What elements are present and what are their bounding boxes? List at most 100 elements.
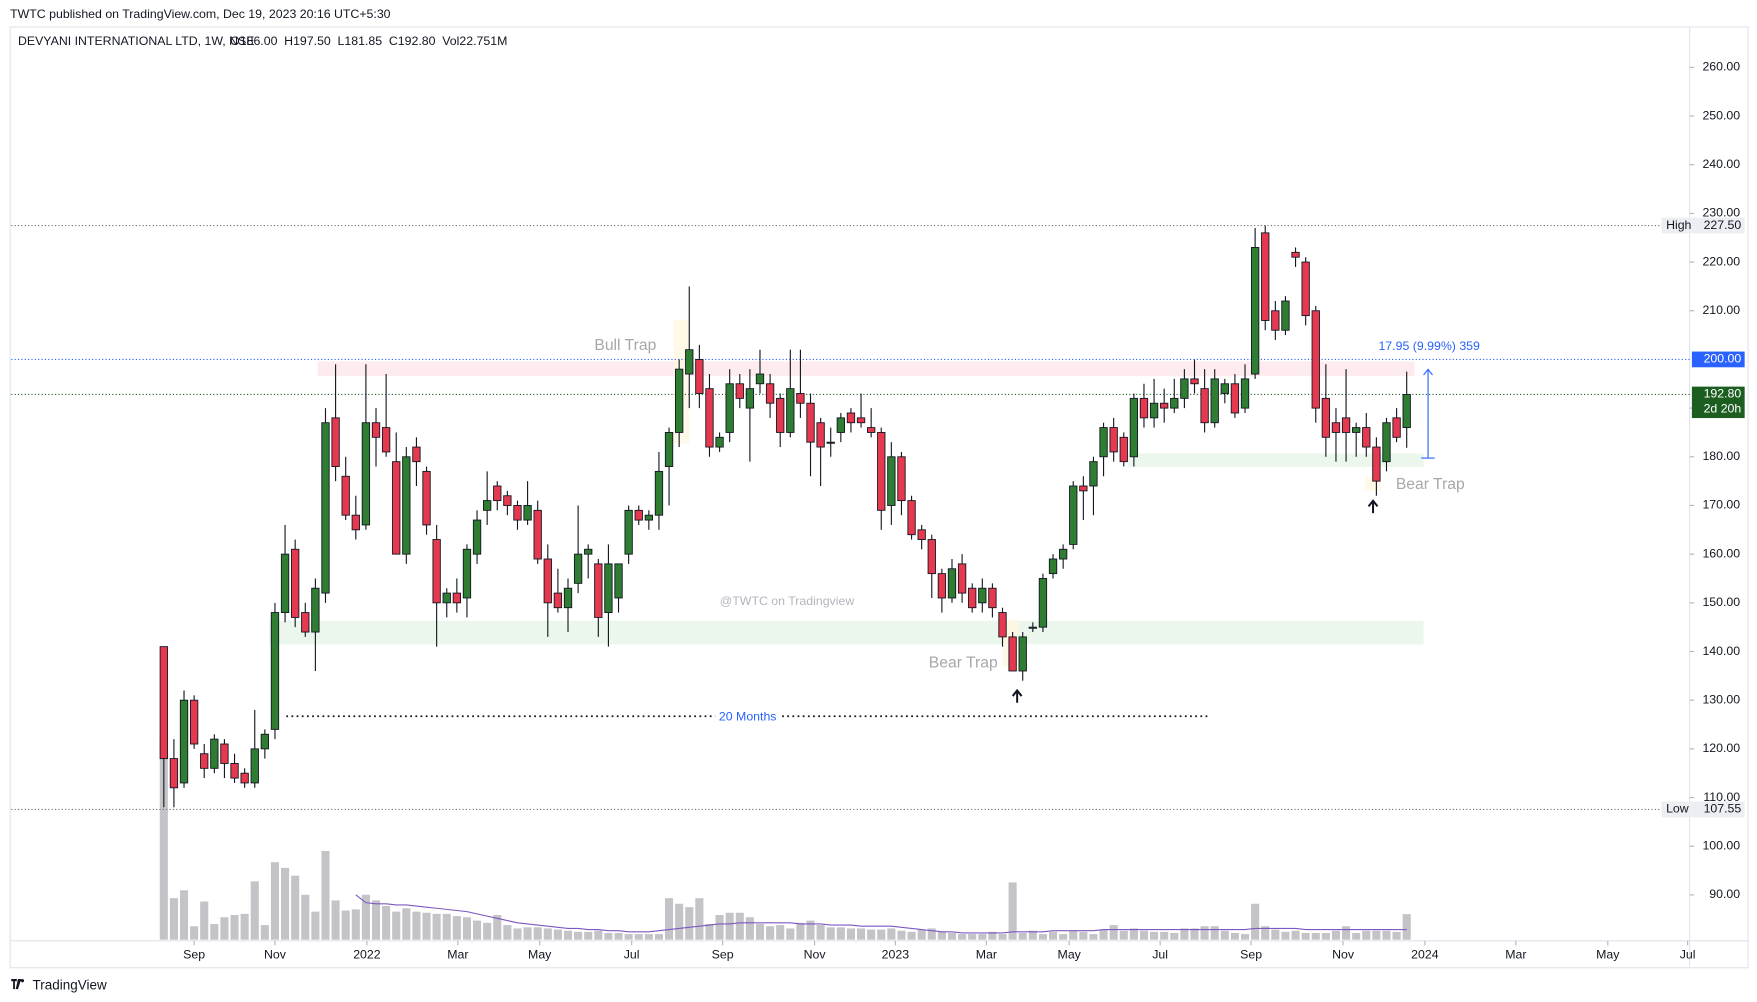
candle-body <box>402 456 411 555</box>
volume-bar <box>1048 931 1058 940</box>
candle-body <box>260 733 270 750</box>
price-tag <box>1691 801 1745 818</box>
candle-body <box>907 500 916 536</box>
ohlc-value: L181.85 <box>338 34 383 48</box>
volume-bar <box>179 890 189 940</box>
volume-bar <box>1069 930 1078 940</box>
volume-bar <box>351 909 360 940</box>
candle-body <box>1240 378 1250 409</box>
volume-bar <box>523 927 532 940</box>
x-tick-label: May <box>528 948 552 962</box>
volume-bar <box>432 913 441 940</box>
volume-bar <box>483 922 492 940</box>
candle-body <box>412 446 421 463</box>
volume-bar <box>958 934 967 940</box>
candle-body <box>1321 397 1331 438</box>
candle-body <box>381 427 391 453</box>
volume-bar <box>392 911 401 940</box>
volume-bar <box>1139 930 1149 940</box>
volume-bar <box>766 926 775 940</box>
candle-body <box>1220 383 1229 394</box>
x-tick-label: Jul <box>1680 948 1696 962</box>
candle-body <box>765 383 775 404</box>
candle-body <box>866 427 876 433</box>
candle-body <box>1372 446 1381 482</box>
y-tick-label: 90.00 <box>1709 887 1740 901</box>
candle-body <box>1200 388 1209 424</box>
y-tick-label: 220.00 <box>1702 254 1740 268</box>
volume-bar <box>220 917 229 940</box>
volume-bar <box>210 923 219 940</box>
volume-bar <box>877 929 886 940</box>
volume-bar <box>614 932 623 940</box>
x-tick-label: Jul <box>1152 948 1168 962</box>
volume-bar <box>604 932 613 940</box>
volume-bar <box>1251 903 1260 940</box>
candle-body <box>745 388 755 409</box>
volume-bar <box>281 867 290 940</box>
candle-body <box>462 548 472 599</box>
arrow <box>1367 499 1379 514</box>
volume-bar <box>907 931 916 940</box>
x-tick-label: 2024 <box>1411 948 1439 962</box>
supply-zone <box>317 361 1415 377</box>
x-tick-label: Nov <box>804 948 827 962</box>
x-tick-label: May <box>1596 948 1620 962</box>
volume-bar <box>503 925 512 940</box>
volume-bar <box>169 898 178 940</box>
candle-body <box>1038 578 1048 628</box>
volume-bar <box>1301 932 1310 940</box>
candle-body <box>301 612 310 633</box>
volume-bar <box>755 923 765 940</box>
volume-bar <box>442 913 451 940</box>
candle-body <box>220 743 229 764</box>
candle-body <box>422 470 431 526</box>
y-tick-label: 130.00 <box>1702 692 1740 706</box>
x-tick-label: Nov <box>264 948 287 962</box>
candle-body <box>311 587 320 633</box>
volume-bar <box>1210 926 1219 940</box>
volume-bar <box>493 914 502 940</box>
volume-bar <box>291 875 300 940</box>
name-tag-label: High <box>1666 218 1691 232</box>
volume-bar <box>776 925 785 940</box>
candle-body <box>937 573 947 599</box>
arrow <box>1011 688 1023 703</box>
volume-bar <box>1129 928 1138 940</box>
candle-body <box>806 402 815 443</box>
volume-ma <box>355 894 1407 934</box>
candle-body <box>725 383 734 433</box>
volume-bar <box>584 931 593 940</box>
candle-body <box>1119 436 1128 463</box>
candle-body <box>250 748 259 784</box>
label-bg <box>715 708 781 725</box>
candle-body <box>1331 422 1341 433</box>
candle-body <box>563 587 573 609</box>
candle-body <box>836 417 845 433</box>
candle-body <box>1271 310 1280 331</box>
candle-body <box>1058 548 1068 560</box>
candle-body <box>1160 402 1169 409</box>
volume-bar <box>685 907 694 940</box>
volume-bar <box>462 917 471 940</box>
volume-bar <box>553 929 562 940</box>
candle-body <box>917 529 926 540</box>
volume-bar <box>371 900 381 940</box>
candle-body <box>270 612 280 730</box>
candle-body <box>947 568 957 599</box>
volume-bar <box>1342 926 1351 940</box>
annotation: Bear Trap <box>1396 476 1465 493</box>
candle-body <box>169 758 179 789</box>
volume-bar <box>1261 926 1270 940</box>
name-tag-label: Low <box>1666 802 1689 816</box>
annotation: 17.95 (9.99%) 359 <box>1378 339 1480 353</box>
volume-bar <box>1362 930 1371 940</box>
ohlc-value: H197.50 <box>284 34 331 48</box>
candle-body <box>846 412 856 424</box>
candle-body <box>1048 558 1058 575</box>
candle-body <box>816 422 825 448</box>
x-tick-label: May <box>1058 948 1082 962</box>
candle-body <box>1261 232 1270 321</box>
candle-body <box>341 475 350 516</box>
